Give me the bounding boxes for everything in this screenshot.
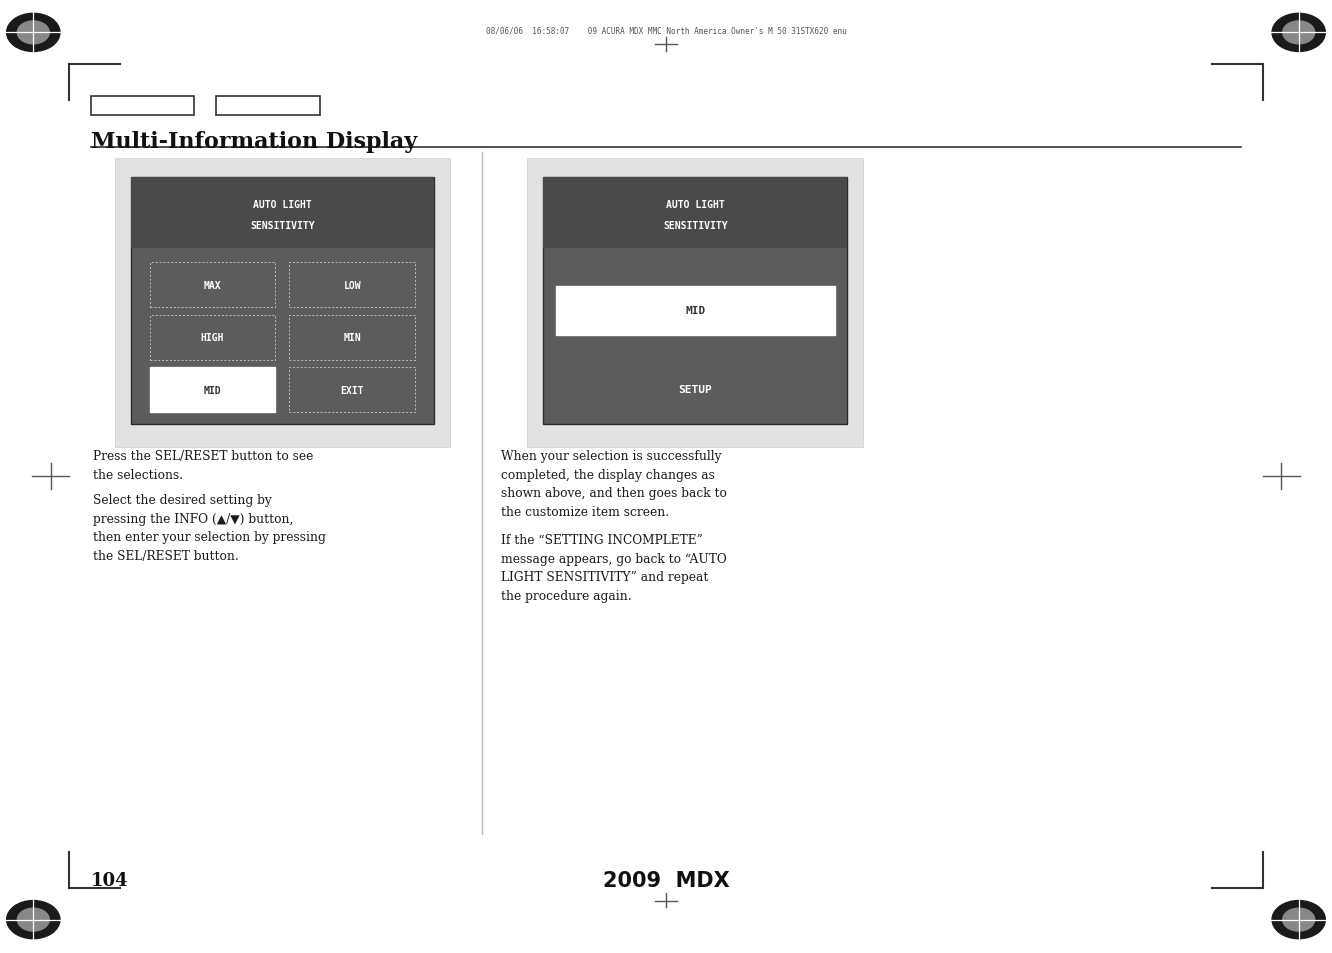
Bar [289,315,416,360]
Text: When your selection is successfully
completed, the display changes as
shown abov: When your selection is successfully comp… [501,450,727,518]
Circle shape [1283,908,1315,931]
Circle shape [1272,901,1325,939]
Bar [543,178,847,249]
Text: Multi-Information Display: Multi-Information Display [91,131,417,152]
Bar [216,97,320,116]
Bar [555,287,835,335]
Text: LOW: LOW [344,280,361,291]
Text: MIN: MIN [344,333,361,343]
Bar [131,178,434,249]
Circle shape [17,22,49,45]
Bar [149,263,276,308]
Text: MID: MID [685,306,706,316]
Bar [527,159,863,448]
Text: 2009  MDX: 2009 MDX [602,870,730,889]
Text: Select the desired setting by
pressing the INFO (▲/▼) button,
then enter your se: Select the desired setting by pressing t… [93,494,326,562]
Bar [91,97,194,116]
Circle shape [7,14,60,52]
Text: SENSITIVITY: SENSITIVITY [663,221,727,231]
Bar [149,315,276,360]
Text: SETUP: SETUP [678,385,713,395]
Text: If the “SETTING INCOMPLETE”
message appears, go back to “AUTO
LIGHT SENSITIVITY”: If the “SETTING INCOMPLETE” message appe… [501,534,726,602]
Circle shape [1283,22,1315,45]
Text: Press the SEL/RESET button to see
the selections.: Press the SEL/RESET button to see the se… [93,450,313,481]
Bar [149,368,276,413]
Bar [131,178,434,424]
Text: AUTO LIGHT: AUTO LIGHT [666,200,725,210]
Text: HIGH: HIGH [201,333,224,343]
Text: 08/06/06  16:58:07    09 ACURA MDX MMC North America Owner's M 50 31STX620 enu: 08/06/06 16:58:07 09 ACURA MDX MMC North… [486,26,846,35]
Bar [289,263,416,308]
Bar [543,178,847,424]
Bar [289,368,416,413]
Text: MAX: MAX [204,280,221,291]
Text: AUTO LIGHT: AUTO LIGHT [253,200,312,210]
Text: EXIT: EXIT [341,385,364,395]
Text: MID: MID [204,385,221,395]
Circle shape [7,901,60,939]
Bar [115,159,450,448]
Circle shape [17,908,49,931]
Circle shape [1272,14,1325,52]
Text: SENSITIVITY: SENSITIVITY [250,221,314,231]
Text: 104: 104 [91,871,128,888]
